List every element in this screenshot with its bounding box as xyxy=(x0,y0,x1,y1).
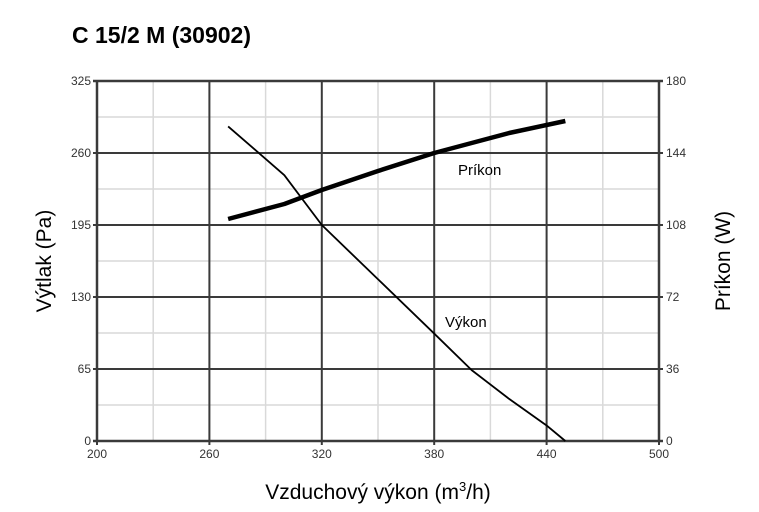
x-tick-label: 440 xyxy=(537,447,557,461)
y-axis-label: Výtlak (Pa) xyxy=(33,210,56,313)
annotation-prikon: Príkon xyxy=(458,162,501,179)
y-tick-label: 195 xyxy=(71,218,91,232)
y-tick-label: 260 xyxy=(71,146,91,160)
y-tick-label: 0 xyxy=(84,434,91,448)
series-line-vykon xyxy=(227,125,566,442)
x-tick-label: 500 xyxy=(649,447,669,461)
y2-axis-label: Príkon (W) xyxy=(712,211,735,311)
y2-tick-label: 36 xyxy=(666,362,680,376)
y-tick-label: 65 xyxy=(78,362,92,376)
chart-title: C 15/2 M (30902) xyxy=(72,22,251,48)
y2-tick-label: 144 xyxy=(666,146,686,160)
y2-tick-label: 180 xyxy=(666,74,686,88)
x-tick-label: 380 xyxy=(424,447,444,461)
y2-tick-label: 72 xyxy=(666,290,680,304)
x-tick-label: 320 xyxy=(312,447,332,461)
x-axis-label: Vzduchový výkon (m3/h) xyxy=(265,479,491,504)
x-tick-label: 260 xyxy=(199,447,219,461)
annotation-vykon: Výkon xyxy=(445,314,487,331)
y-tick-label: 130 xyxy=(71,290,91,304)
y2-tick-label: 0 xyxy=(666,434,673,448)
series-line-prikon xyxy=(227,118,566,222)
y-tick-label: 325 xyxy=(71,74,91,88)
y2-tick-label: 108 xyxy=(666,218,686,232)
x-tick-label: 200 xyxy=(87,447,107,461)
